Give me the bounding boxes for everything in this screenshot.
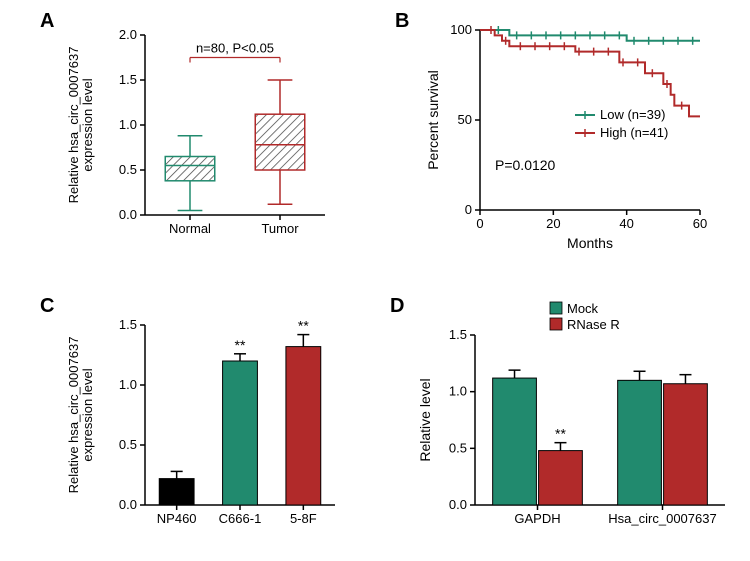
svg-text:0: 0 — [476, 216, 483, 231]
svg-text:RNase R: RNase R — [567, 317, 620, 332]
svg-text:0.0: 0.0 — [119, 207, 137, 222]
svg-text:1.5: 1.5 — [119, 72, 137, 87]
svg-text:60: 60 — [693, 216, 707, 231]
svg-text:40: 40 — [619, 216, 633, 231]
svg-text:1.5: 1.5 — [119, 317, 137, 332]
svg-text:High (n=41): High (n=41) — [600, 125, 668, 140]
figure-container: A 0.0 0.5 1.0 1.5 2.0 Relative hsa_circ_00076… — [0, 0, 750, 561]
svg-text:Percent survival: Percent survival — [425, 70, 441, 170]
svg-text:Relative hsa_circ_0007637: Relative hsa_circ_0007637 — [66, 47, 81, 204]
svg-text:Tumor: Tumor — [261, 221, 299, 236]
svg-text:100: 100 — [450, 22, 472, 37]
svg-text:50: 50 — [458, 112, 472, 127]
svg-text:Normal: Normal — [169, 221, 211, 236]
svg-text:0: 0 — [465, 202, 472, 217]
svg-text:Months: Months — [567, 235, 613, 251]
panel-b-label: B — [395, 10, 409, 33]
svg-text:1.0: 1.0 — [119, 117, 137, 132]
svg-text:Relative level: Relative level — [417, 378, 433, 461]
panel-d-chart: 0.0 0.5 1.0 1.5 Relative level MockRNase R ** G… — [410, 300, 740, 550]
svg-text:NP460: NP460 — [157, 511, 197, 526]
svg-text:20: 20 — [546, 216, 560, 231]
svg-text:1.0: 1.0 — [449, 384, 467, 399]
svg-text:GAPDH: GAPDH — [514, 511, 560, 526]
svg-text:C666-1: C666-1 — [219, 511, 262, 526]
svg-text:0.5: 0.5 — [449, 440, 467, 455]
panel-a-label: A — [40, 10, 54, 33]
svg-text:0.0: 0.0 — [119, 497, 137, 512]
svg-text:0.5: 0.5 — [119, 437, 137, 452]
svg-text:n=80, P<0.05: n=80, P<0.05 — [196, 41, 274, 56]
svg-text:2.0: 2.0 — [119, 27, 137, 42]
svg-text:1.0: 1.0 — [119, 377, 137, 392]
svg-text:Mock: Mock — [567, 301, 599, 316]
panel-d-label: D — [390, 295, 404, 318]
svg-text:0.5: 0.5 — [119, 162, 137, 177]
svg-text:P=0.0120: P=0.0120 — [495, 157, 556, 173]
svg-text:Hsa_circ_0007637: Hsa_circ_0007637 — [608, 511, 716, 526]
svg-text:**: ** — [235, 337, 246, 353]
panel-c-label: C — [40, 295, 54, 318]
panel-a-chart: 0.0 0.5 1.0 1.5 2.0 Relative hsa_circ_0007637… — [60, 15, 360, 265]
panel-c-chart: 0.0 0.5 1.0 1.5 Relative hsa_circ_0007637exp… — [60, 300, 360, 550]
svg-text:0.0: 0.0 — [449, 497, 467, 512]
svg-text:Low (n=39): Low (n=39) — [600, 107, 665, 122]
svg-text:1.5: 1.5 — [449, 327, 467, 342]
svg-text:expression level: expression level — [80, 368, 95, 461]
svg-text:expression level: expression level — [80, 78, 95, 171]
svg-text:Relative hsa_circ_0007637: Relative hsa_circ_0007637 — [66, 337, 81, 494]
svg-text:5-8F: 5-8F — [290, 511, 317, 526]
svg-text:**: ** — [555, 426, 566, 442]
svg-text:**: ** — [298, 318, 309, 334]
panel-b-chart: 0 50 100 0 20 40 60 Percent survival Months Low (… — [420, 15, 735, 265]
